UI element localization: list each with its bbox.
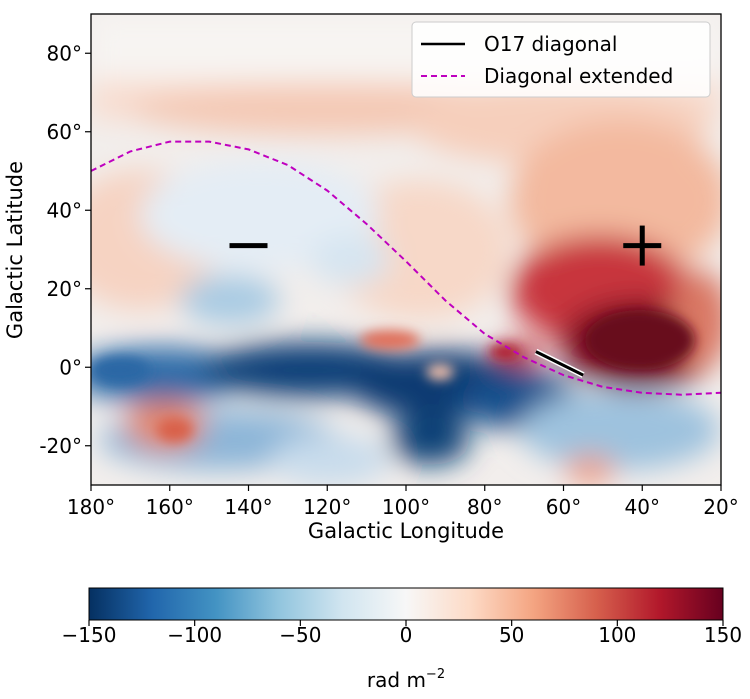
legend-label-extended: Diagonal extended (484, 64, 673, 88)
legend-label-o17: O17 diagonal (484, 32, 617, 56)
legend-box (411, 21, 711, 98)
colorbar-tick-label: 50 (499, 623, 524, 647)
x-tick-label: 60° (546, 495, 581, 519)
colorbar-tick-label: 100 (598, 623, 636, 647)
annotation-plus-sign: + (623, 225, 662, 266)
annotations: −+ (229, 225, 662, 266)
y-tick-label: -20° (39, 434, 82, 458)
y-tick-label: 60° (47, 120, 82, 144)
y-axis-label: Galactic Latitude (3, 161, 27, 339)
colorbar-tick-label: −50 (279, 623, 321, 647)
legend: O17 diagonal Diagonal extended (411, 21, 711, 98)
x-tick-label: 80° (467, 495, 502, 519)
colorbar-tick-label: −150 (62, 623, 117, 647)
colorbar-unit-text: rad m (367, 668, 426, 692)
x-tick-label: 100° (382, 495, 430, 519)
colorbar-gradient (88, 587, 724, 621)
series-lines (91, 140, 721, 396)
colorbar-tick-label: 150 (704, 623, 742, 647)
x-tick-label: 140° (224, 495, 272, 519)
colorbar-unit-label: rad m−2 (367, 667, 445, 692)
colorbar-ticks: −150 −100 −50 0 50 100 150 (62, 620, 742, 647)
x-tick-label: 160° (146, 495, 194, 519)
x-tick-label: 120° (303, 495, 351, 519)
series-line-1 (91, 140, 721, 396)
x-tick-label: 180° (67, 495, 115, 519)
x-axis-ticks: 180° 160° 140° 120° 100° 80° 60° 40° 20° (67, 485, 739, 519)
y-tick-label: 80° (47, 41, 82, 65)
x-axis-label: Galactic Longitude (308, 519, 504, 543)
x-tick-label: 20° (703, 495, 738, 519)
y-tick-label: 40° (47, 198, 82, 222)
colorbar-unit-exponent: −2 (426, 667, 445, 682)
y-tick-label: 0° (59, 355, 82, 379)
x-tick-label: 40° (625, 495, 660, 519)
y-axis-ticks: -20° 0° 20° 40° 60° 80° (39, 41, 91, 458)
y-tick-label: 20° (47, 277, 82, 301)
colorbar-tick-label: −100 (167, 623, 222, 647)
colorbar-tick-label: 0 (400, 623, 413, 647)
colorbar: −150 −100 −50 0 50 100 150 rad m−2 (62, 587, 742, 692)
series-line-0 (535, 350, 584, 377)
